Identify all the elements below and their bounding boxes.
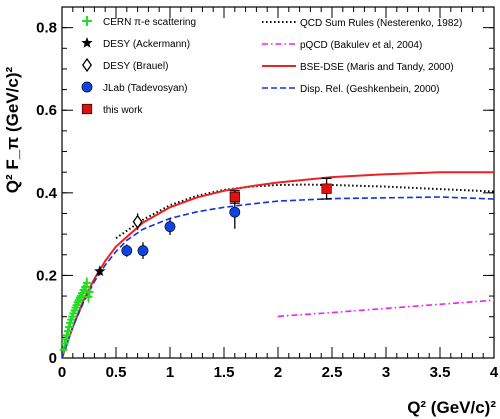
legend-marker-circle [81,81,93,93]
legend-label: this work [103,105,143,116]
x-tick-label: 1.5 [214,364,235,381]
y-tick-label: 0.8 [36,20,57,37]
legend-right: QCD Sum Rules (Nesterenko, 1982) pQCD (Ba… [262,18,462,95]
data-point-diamond [132,214,143,229]
legend-marker-star [81,37,93,48]
legend-label: BSE-DSE (Maris and Tandy, 2000) [300,62,454,73]
legend-marker-square [81,103,93,115]
legend-label: DESY (Ackermann) [103,39,190,50]
y-tick-label: 0.4 [36,185,58,202]
data-point-circle [137,245,149,257]
legend-label: QCD Sum Rules (Nesterenko, 1982) [300,18,462,29]
curves [61,171,495,359]
data-point-circle [121,245,133,257]
y-tick-label: 0.2 [36,267,57,284]
x-tick-label: 2.5 [322,364,343,381]
data-point-circle [164,221,176,233]
x-tick-label: 2 [274,364,282,381]
data-point-square [321,183,332,194]
legend-label: DESY (Brauel) [103,61,168,72]
legend-label: pQCD (Bakulev et al, 2004) [300,40,422,51]
data-points [59,177,332,354]
y-tick-label: 0 [49,350,57,367]
data-point-circle [229,206,241,218]
legend-marker-diamond [82,57,92,73]
x-tick-label: 0.5 [106,364,127,381]
data-point-square [229,191,240,203]
legend-left: CERN π-e scattering DESY (Ackermann) DESY … [81,16,196,116]
curve-solid [61,171,494,359]
legend-label: CERN π-e scattering [103,17,196,28]
x-axis: 0 0.5 1 1.5 2 2.5 3 3.5 4 [58,7,499,381]
y-tick-label: 0.6 [36,102,57,119]
y-axis-title: Q² F_π (GeV/c)² [3,66,22,193]
x-tick-label: 1 [166,364,174,381]
x-tick-label: 0 [58,364,66,381]
x-tick-label: 3.5 [430,364,451,381]
x-tick-label: 4 [490,364,499,381]
x-axis-title: Q² (GeV/c)² [407,398,496,417]
legend-label: Disp. Rel. (Geshkenbein, 2000) [300,84,440,95]
curve-dotted [115,183,495,240]
x-tick-label: 3 [382,364,390,381]
data-point-star [94,265,106,277]
legend-label: JLab (Tadevosyan) [103,83,188,94]
curve-dashed [61,196,495,359]
y-axis: 0 0.2 0.4 0.6 0.8 [36,6,494,367]
curve-dashdot [277,299,495,318]
